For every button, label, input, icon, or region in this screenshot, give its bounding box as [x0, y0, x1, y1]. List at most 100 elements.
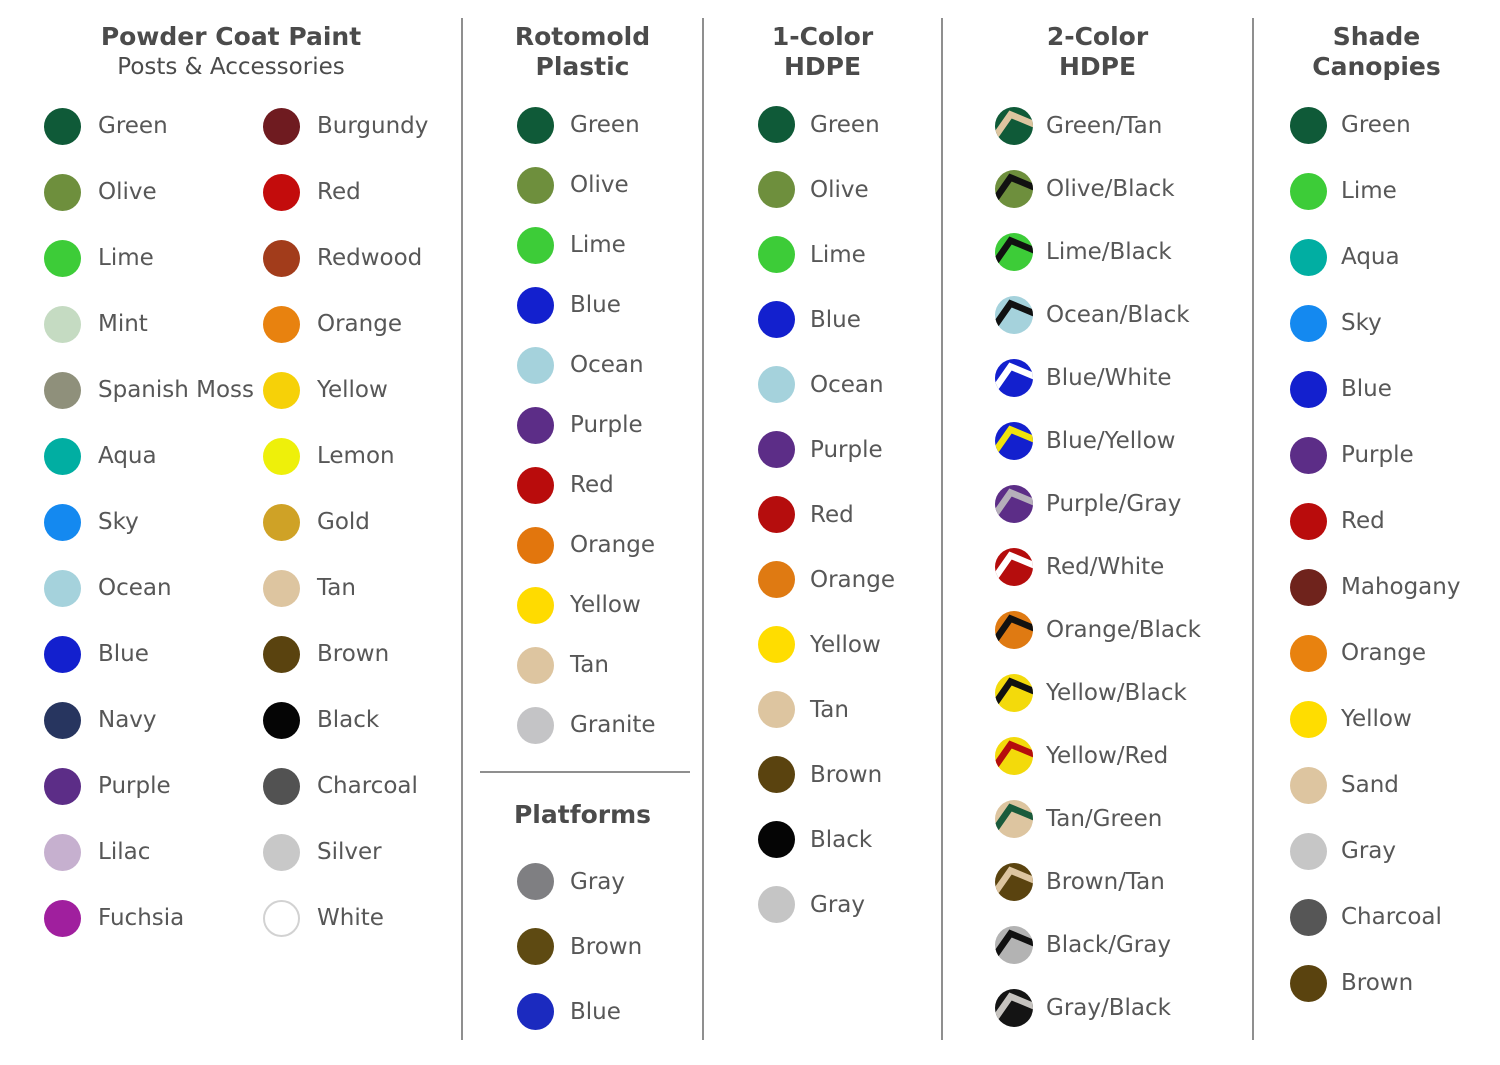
swatch-label: Black: [317, 707, 380, 733]
tan-swatch-icon: [758, 691, 795, 728]
swatch-row-gray: Gray: [758, 872, 895, 937]
yellow-red-two-tone-swatch-icon: [995, 736, 1033, 775]
orange-swatch-icon: [263, 305, 300, 343]
swatch-row-sand: Sand: [1290, 752, 1460, 818]
swatch-label: Mahogany: [1341, 574, 1461, 600]
swatch-label: Blue: [570, 998, 621, 1025]
tan-green-two-tone-swatch-icon: [995, 799, 1033, 838]
swatch-label: Yellow: [810, 631, 881, 658]
swatch-row-black-gray: Black/Gray: [995, 913, 1201, 976]
swatch-label: Blue: [1341, 376, 1392, 402]
navy-swatch-icon: [44, 701, 81, 739]
swatch-row-blue: Blue: [517, 275, 656, 335]
swatch-row-green-tan: Green/Tan: [995, 94, 1201, 157]
blue-swatch-icon: [1290, 370, 1327, 408]
swatch-row-granite: Granite: [517, 695, 656, 755]
swatch-row-red: Red: [517, 455, 656, 515]
swatch-label: Blue: [98, 641, 149, 667]
yellow-swatch-icon: [263, 371, 300, 409]
swatch-row-blue: Blue: [517, 979, 642, 1044]
swatch-row-yellow: Yellow: [1290, 686, 1460, 752]
swatch-label: Gray: [570, 868, 625, 895]
swatch-row-green: Green: [44, 93, 254, 159]
swatch-row-green: Green: [517, 95, 656, 155]
swatch-label: Red: [1341, 508, 1385, 534]
black-gray-two-tone-swatch-icon: [995, 925, 1033, 964]
brown-swatch-icon: [758, 756, 795, 793]
swatch-row-spanish-moss: Spanish Moss: [44, 357, 254, 423]
column-divider: [1252, 18, 1254, 1040]
blue-white-two-tone-swatch-icon: [995, 358, 1033, 397]
swatch-label: Navy: [98, 707, 157, 733]
swatch-label: Fuchsia: [98, 905, 185, 931]
purple-swatch-icon: [758, 431, 795, 468]
redwood-swatch-icon: [263, 239, 300, 277]
swatch-label: Yellow/Red: [1046, 742, 1169, 769]
shade-canopies-heading: Shade Canopies: [1253, 22, 1500, 82]
section-rotomold-plastic: Rotomold Plastic Green Olive Lime Blue Ocean…: [462, 0, 703, 1065]
swatch-row-orange: Orange: [1290, 620, 1460, 686]
swatch-label: Spanish Moss: [98, 377, 255, 403]
column-divider: [941, 18, 943, 1040]
swatch-label: Red: [810, 501, 854, 528]
ocean-swatch-icon: [758, 366, 795, 403]
lime-swatch-icon: [44, 239, 81, 277]
swatch-row-navy: Navy: [44, 687, 254, 753]
mint-swatch-icon: [44, 305, 81, 343]
orange-swatch-icon: [758, 561, 795, 598]
swatch-label: Charcoal: [317, 773, 418, 799]
blue-swatch-icon: [758, 301, 795, 338]
red-swatch-icon: [517, 466, 554, 504]
swatch-label: White: [317, 905, 384, 931]
swatch-row-blue: Blue: [758, 287, 895, 352]
orange-black-two-tone-swatch-icon: [995, 610, 1033, 649]
platforms-divider: [480, 771, 690, 773]
swatch-row-purple-gray: Purple/Gray: [995, 472, 1201, 535]
swatch-label: Brown/Tan: [1046, 868, 1165, 895]
swatch-row-lemon: Lemon: [263, 423, 428, 489]
swatch-row-brown-tan: Brown/Tan: [995, 850, 1201, 913]
aqua-swatch-icon: [44, 437, 81, 475]
section-subtitle: Posts & Accessories: [117, 54, 345, 80]
tan-swatch-icon: [263, 569, 300, 607]
swatch-label: Olive: [98, 179, 157, 205]
swatch-row-blue-white: Blue/White: [995, 346, 1201, 409]
swatch-label: Ocean: [570, 352, 644, 378]
swatch-label: Green/Tan: [1046, 112, 1163, 139]
swatch-label: Tan/Green: [1046, 805, 1163, 832]
burgundy-swatch-icon: [263, 107, 300, 145]
lemon-swatch-icon: [263, 437, 300, 475]
lilac-swatch-icon: [44, 833, 81, 871]
swatch-row-tan-green: Tan/Green: [995, 787, 1201, 850]
swatch-row-aqua: Aqua: [44, 423, 254, 489]
sky-swatch-icon: [1290, 304, 1327, 342]
swatch-row-red-white: Red/White: [995, 535, 1201, 598]
section-title-line2: HDPE: [783, 52, 862, 81]
swatch-row-yellow: Yellow: [758, 612, 895, 677]
swatch-label: Mint: [98, 311, 148, 337]
swatch-label: Blue: [810, 306, 861, 333]
swatch-row-mahogany: Mahogany: [1290, 554, 1460, 620]
swatch-row-sky: Sky: [44, 489, 254, 555]
swatch-label: Lime: [1341, 178, 1397, 204]
aqua-swatch-icon: [1290, 238, 1327, 276]
white-swatch-icon: [263, 899, 300, 937]
section-title: Platforms: [513, 800, 652, 829]
section-title: 1-Color: [771, 22, 874, 51]
orange-swatch-icon: [517, 526, 554, 564]
swatch-label: Green: [570, 112, 640, 138]
lime-swatch-icon: [517, 226, 554, 264]
ocean-black-two-tone-swatch-icon: [995, 295, 1033, 334]
swatch-row-sky: Sky: [1290, 290, 1460, 356]
two-color-hdpe-swatch-list: Green/Tan Olive/Black Lime/Black Ocean/Blac…: [995, 94, 1201, 1039]
swatch-label: Charcoal: [1341, 904, 1442, 930]
swatch-row-gold: Gold: [263, 489, 428, 555]
swatch-row-tan: Tan: [263, 555, 428, 621]
swatch-row-ocean: Ocean: [44, 555, 254, 621]
swatch-row-aqua: Aqua: [1290, 224, 1460, 290]
swatch-row-black: Black: [263, 687, 428, 753]
swatch-label: Sky: [1341, 310, 1382, 336]
swatch-label: Aqua: [1341, 244, 1400, 270]
swatch-row-olive: Olive: [758, 157, 895, 222]
swatch-row-black: Black: [758, 807, 895, 872]
